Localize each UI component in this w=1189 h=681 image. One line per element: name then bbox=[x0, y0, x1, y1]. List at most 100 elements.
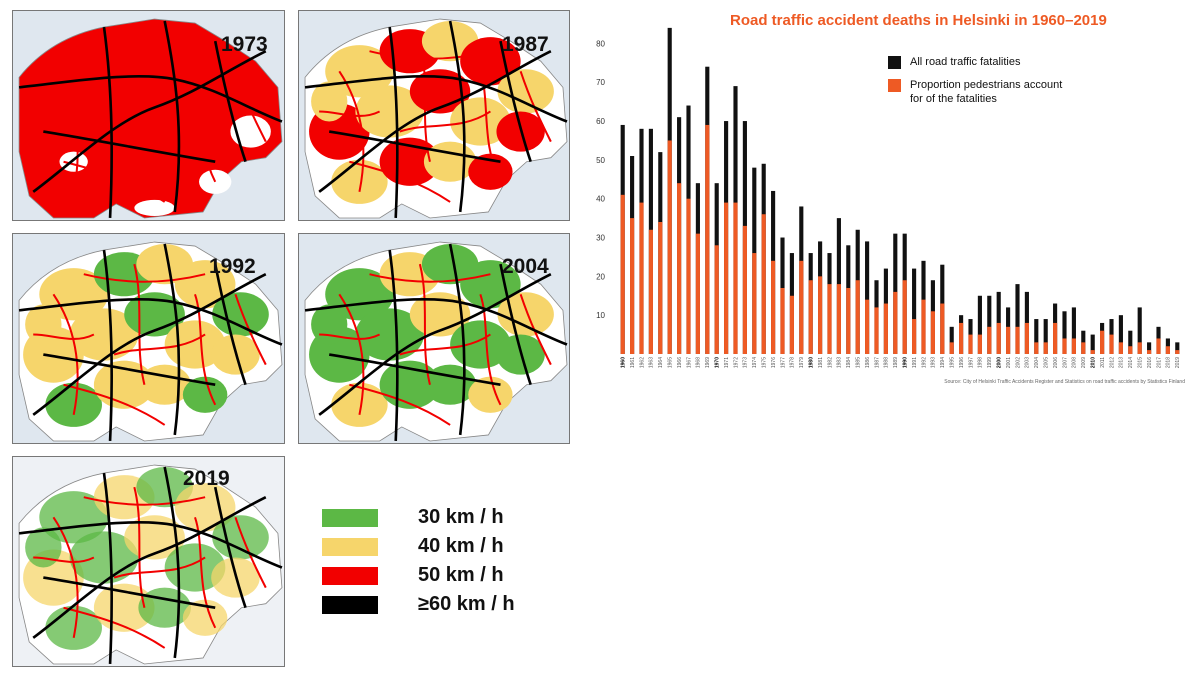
x-tick-label: 1976 bbox=[771, 357, 777, 368]
map-road-major bbox=[102, 249, 114, 442]
x-tick-label: 1974 bbox=[752, 357, 758, 368]
map-road-major bbox=[102, 26, 114, 219]
x-tick-label: 1987 bbox=[874, 357, 880, 368]
map-zone bbox=[497, 292, 554, 337]
y-tick-label: 40 bbox=[596, 195, 605, 204]
legend-item-60: ≥60 km / h bbox=[322, 593, 572, 615]
x-tick-label: 1989 bbox=[893, 357, 899, 368]
bar-all-fatalities bbox=[865, 241, 870, 354]
x-tick-label: 2002 bbox=[1015, 357, 1021, 368]
map-panel-2019: 2019 bbox=[12, 456, 285, 667]
map-zone bbox=[212, 292, 269, 337]
bar-pedestrians bbox=[1006, 326, 1011, 354]
bar-pedestrians bbox=[658, 222, 663, 354]
map-road-major bbox=[388, 249, 399, 442]
x-tick-label: 2012 bbox=[1109, 357, 1115, 368]
x-tick-label: 1978 bbox=[790, 357, 796, 368]
map-zone bbox=[460, 37, 521, 86]
bar-pedestrians bbox=[808, 280, 813, 354]
y-tick-label: 70 bbox=[596, 78, 605, 87]
legend-item-30: 30 km / h bbox=[322, 506, 572, 528]
x-tick-label: 2009 bbox=[1081, 357, 1087, 368]
chart-source: Source: City of Helsinki Traffic Acciden… bbox=[944, 379, 1185, 385]
bar-all-fatalities bbox=[1137, 307, 1142, 354]
map-zone bbox=[134, 199, 175, 216]
map-year-label: 2019 bbox=[183, 467, 230, 490]
legend-item-50: 50 km / h bbox=[322, 564, 572, 586]
map-road-minor bbox=[113, 333, 206, 356]
map-road-major bbox=[163, 466, 181, 659]
y-tick-label: 50 bbox=[596, 156, 605, 165]
x-tick-label: 1995 bbox=[950, 357, 956, 368]
x-tick-label: 1977 bbox=[780, 357, 786, 368]
bar-all-fatalities bbox=[987, 295, 992, 354]
bar-pedestrians bbox=[940, 303, 945, 354]
bar-pedestrians bbox=[752, 253, 757, 354]
x-tick-label: 1988 bbox=[884, 357, 890, 368]
bar-pedestrians bbox=[686, 198, 691, 354]
x-tick-label: 1979 bbox=[799, 357, 805, 368]
bar-pedestrians bbox=[977, 334, 982, 354]
bar-pedestrians bbox=[724, 202, 729, 354]
bar-all-fatalities bbox=[1175, 342, 1180, 354]
x-tick-label: 2016 bbox=[1147, 357, 1153, 368]
bar-all-fatalities bbox=[1015, 284, 1020, 354]
x-tick-label: 1984 bbox=[846, 357, 852, 368]
bar-pedestrians bbox=[630, 218, 635, 354]
map-road-minor bbox=[113, 110, 206, 133]
legend-swatch-60 bbox=[322, 596, 378, 614]
bar-pedestrians bbox=[695, 233, 700, 354]
map-zone bbox=[138, 587, 191, 628]
map-zone bbox=[182, 376, 228, 413]
map-panel-2004: 2004 bbox=[298, 233, 570, 444]
legend-label-50: 50 km / h bbox=[418, 564, 504, 586]
legend-label-40: 40 km / h bbox=[418, 535, 504, 557]
x-tick-label: 1964 bbox=[658, 357, 664, 368]
x-tick-label: 1965 bbox=[668, 357, 674, 368]
map-graphic-1992 bbox=[18, 241, 283, 442]
chart-legend-swatch-all bbox=[888, 56, 901, 69]
map-road-minor bbox=[194, 293, 217, 406]
x-tick-label: 1973 bbox=[743, 357, 749, 368]
x-tick-label: 2015 bbox=[1138, 357, 1144, 368]
map-zone bbox=[468, 153, 513, 190]
x-tick-label: 1982 bbox=[827, 357, 833, 368]
map-panel-1987: 1987 bbox=[298, 10, 570, 221]
bar-pedestrians bbox=[1109, 334, 1114, 354]
speed-limit-legend: 30 km / h 40 km / h 50 km / h ≥60 km / h bbox=[322, 502, 572, 622]
y-tick-label: 80 bbox=[596, 39, 605, 48]
bar-pedestrians bbox=[1062, 338, 1067, 354]
bar-pedestrians bbox=[733, 202, 738, 354]
chart-legend-swatch-pedestrians bbox=[888, 79, 901, 92]
map-zone bbox=[25, 304, 62, 345]
map-zone bbox=[325, 45, 394, 98]
map-road-minor bbox=[369, 273, 491, 283]
bar-pedestrians bbox=[1118, 342, 1123, 354]
map-road-major bbox=[448, 20, 466, 213]
bar-all-fatalities bbox=[1128, 330, 1133, 354]
map-road-minor bbox=[63, 160, 166, 203]
map-road-minor bbox=[399, 110, 491, 133]
x-tick-label: 1994 bbox=[940, 357, 946, 368]
bar-pedestrians bbox=[1165, 346, 1170, 354]
map-road-major bbox=[213, 263, 247, 386]
map-road-major bbox=[329, 130, 501, 164]
map-graphic-2004 bbox=[304, 241, 568, 442]
bar-pedestrians bbox=[1137, 342, 1142, 354]
map-road-minor bbox=[234, 293, 267, 366]
bar-pedestrians bbox=[1081, 342, 1086, 354]
map-road-major bbox=[329, 353, 501, 387]
map-road-minor bbox=[234, 70, 267, 143]
x-tick-label: 2014 bbox=[1128, 357, 1134, 368]
x-tick-label: 1991 bbox=[912, 357, 918, 368]
map-road-major bbox=[499, 40, 532, 163]
map-road-minor bbox=[83, 496, 206, 506]
map-road-major bbox=[318, 50, 552, 193]
map-road-minor bbox=[63, 606, 166, 649]
bar-pedestrians bbox=[1090, 350, 1095, 354]
bar-pedestrians bbox=[893, 291, 898, 354]
x-tick-label: 1992 bbox=[921, 357, 927, 368]
x-tick-label: 1985 bbox=[856, 357, 862, 368]
map-zone bbox=[39, 491, 109, 544]
bar-pedestrians bbox=[959, 322, 964, 354]
